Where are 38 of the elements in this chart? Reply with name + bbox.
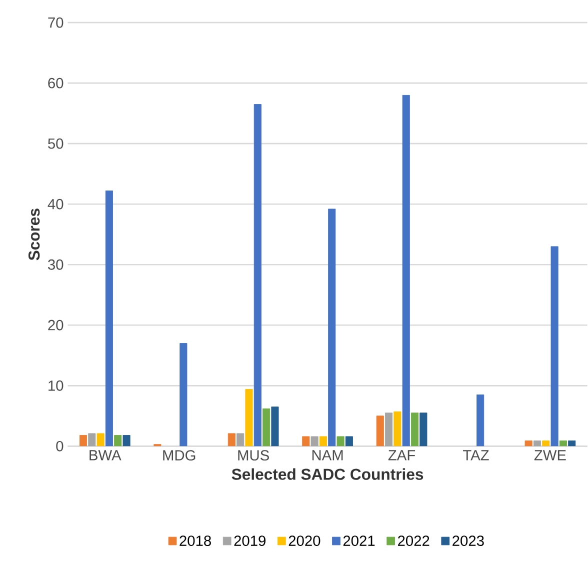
bar [302, 436, 310, 446]
bar [228, 433, 236, 446]
x-tick-label: ZWE [534, 450, 566, 460]
bar [245, 388, 253, 446]
bar [394, 411, 402, 446]
bar [524, 440, 532, 446]
y-axis-title: Scores [28, 208, 40, 260]
legend-label: 2018 [180, 535, 211, 546]
y-tick-label: 30 [48, 259, 64, 270]
y-tick-label: 10 [48, 380, 64, 391]
y-tick-label: 20 [48, 320, 64, 330]
bar [319, 436, 327, 446]
bar [568, 440, 576, 446]
legend-label: 2023 [452, 535, 484, 546]
x-tick-label: NAM [312, 450, 343, 460]
bar [122, 434, 130, 446]
bar [271, 406, 279, 446]
legend-label: 2021 [343, 535, 375, 546]
bar [420, 412, 428, 446]
y-tick-label: 70 [48, 17, 64, 28]
x-tick-label: BWA [90, 450, 122, 460]
bar [96, 433, 104, 446]
y-tick-label: 40 [48, 198, 64, 210]
x-tick-label: ZAF [388, 450, 416, 460]
x-axis-title: Selected SADC Countries [232, 468, 424, 480]
bar [345, 436, 353, 446]
x-tick-label: MUS [238, 450, 269, 460]
bar [79, 434, 88, 446]
legend-label: 2022 [398, 535, 430, 546]
bar [542, 440, 550, 446]
y-tick-label: 60 [48, 78, 64, 88]
legend-label: 2020 [288, 535, 320, 546]
bar [376, 416, 384, 446]
y-tick-label: 50 [48, 138, 64, 149]
x-tick-label: TAZ [463, 450, 489, 460]
x-tick-label: MDG [163, 450, 196, 460]
legend-label: 2019 [234, 535, 266, 546]
y-tick-label: 0 [56, 440, 64, 452]
